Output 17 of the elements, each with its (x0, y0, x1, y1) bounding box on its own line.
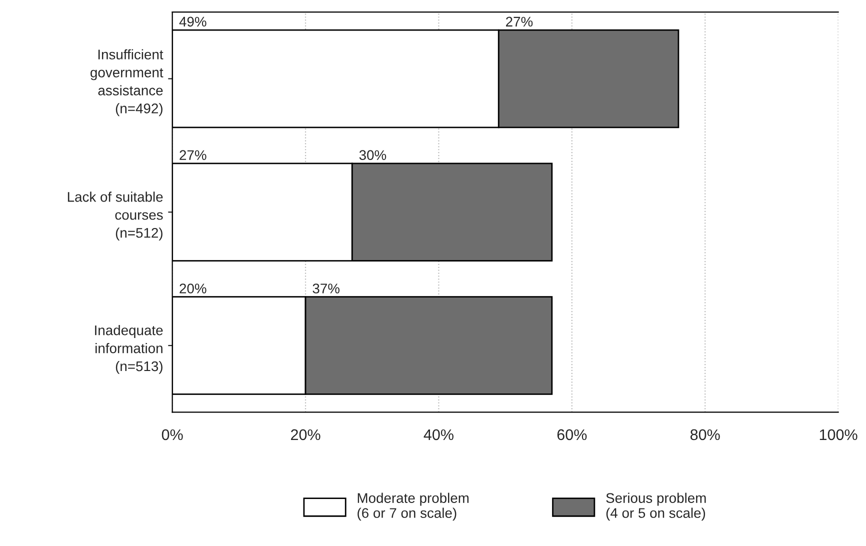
x-tick-label: 80% (690, 429, 720, 440)
data-label: 27% (180, 150, 206, 160)
data-label: 27% (506, 16, 533, 27)
y-tick-label: Insufficient government assistance (n=492) (90, 49, 164, 116)
x-tick-label: 40% (424, 429, 454, 440)
data-label: 37% (312, 284, 340, 294)
x-tick-label: 0% (162, 429, 183, 440)
legend-label: Serious problem (4 or 5 on scale) (606, 492, 706, 521)
x-tick-label: 60% (557, 429, 587, 440)
data-label: 20% (180, 284, 206, 294)
data-label: 49% (179, 16, 206, 27)
x-tick-label: 20% (291, 429, 320, 440)
x-tick-label: 100% (820, 429, 858, 440)
y-tick-label: Lack of suitable courses (n=512) (68, 192, 163, 241)
legend-label: Moderate problem (6 or 7 on scale) (358, 492, 469, 521)
y-tick-label: Inadequate information (n=513) (95, 325, 163, 374)
data-label: 30% (359, 150, 386, 160)
